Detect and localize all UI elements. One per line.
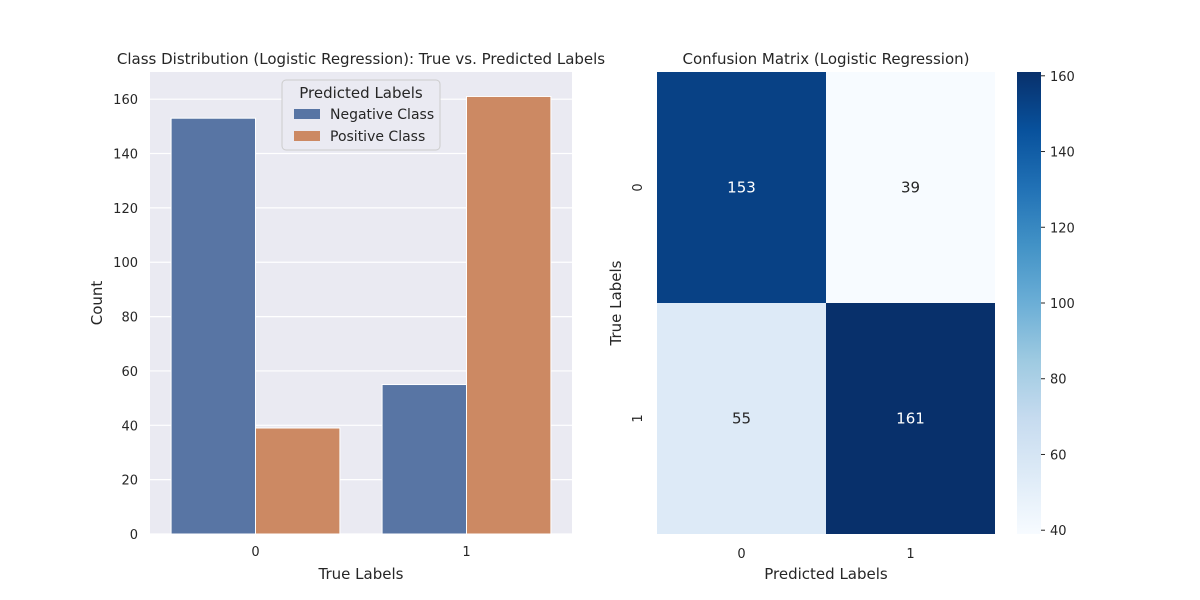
bar-y-tick-label: 60: [121, 365, 138, 380]
heatmap-cell-0-0: [657, 72, 826, 303]
bar-y-tick-label: 100: [113, 256, 138, 271]
bar-y-tick-labels: 0 20 40 60 80 100 120 140 160: [113, 93, 138, 543]
legend-label-positive-class: Positive Class: [330, 129, 425, 145]
colorbar-tick-label: 160: [1050, 70, 1075, 85]
heatmap-x-tick-label: 1: [906, 547, 914, 562]
bar-chart-title: Class Distribution (Logistic Regression)…: [117, 50, 605, 68]
colorbar-tick-label: 40: [1050, 524, 1067, 539]
bar-y-tick-label: 0: [130, 528, 138, 543]
legend-title: Predicted Labels: [299, 84, 423, 102]
colorbar-tick-label: 140: [1050, 146, 1075, 161]
bar-negative-class-0: [170, 117, 257, 535]
legend: Predicted Labels Negative Class Positive…: [281, 79, 441, 151]
bar-y-tick-label: 120: [113, 202, 138, 217]
heatmap-cell-value: 55: [732, 410, 751, 428]
legend-label-negative-class: Negative Class: [330, 107, 434, 123]
heatmap-cell-value: 39: [901, 179, 920, 197]
colorbar-tick-label: 120: [1050, 221, 1075, 236]
heatmap-cell-value: 161: [896, 410, 925, 428]
bar-negative-class-1: [381, 384, 468, 535]
heatmap-title: Confusion Matrix (Logistic Regression): [683, 50, 970, 68]
bar-x-axis-label: True Labels: [318, 565, 404, 583]
legend-swatch-positive-class: [294, 131, 320, 141]
bar-y-tick-label: 160: [113, 93, 138, 108]
heatmap-cell-1-1: [826, 303, 995, 534]
bar-y-tick-label: 20: [121, 474, 138, 489]
bar-y-tick-label: 80: [121, 311, 138, 326]
colorbar-tick-label: 100: [1050, 297, 1075, 312]
heatmap-y-tick-labels: 01: [631, 183, 646, 422]
bar-series: [170, 95, 552, 535]
bar-positive-class-0: [255, 427, 341, 535]
heatmap-cell-1-0: [657, 303, 826, 534]
heatmap-cell-value: 153: [727, 179, 756, 197]
heatmap-y-tick-label: 1: [631, 414, 646, 422]
heatmap-y-axis-label: True Labels: [607, 260, 625, 346]
bar-y-tick-label: 40: [121, 419, 138, 434]
heatmap-x-axis-label: Predicted Labels: [764, 565, 888, 583]
legend-swatch-negative-class: [294, 109, 320, 119]
heatmap-x-tick-label: 0: [737, 547, 745, 562]
bar-x-tick-label: 0: [251, 545, 259, 560]
colorbar-gradient: [1017, 72, 1041, 534]
legend-frame: [281, 79, 441, 151]
bar-y-tick-label: 140: [113, 148, 138, 163]
heatmap-cell-0-1: [826, 72, 995, 303]
colorbar-tick-label: 80: [1050, 373, 1067, 388]
colorbar: 40 60 80 100 120 140 160: [1017, 70, 1075, 539]
heatmap-cells: 153 39 55 161: [657, 72, 995, 534]
bar-x-tick-label: 1: [462, 545, 470, 560]
bar-y-axis-label: Count: [88, 281, 106, 326]
heatmap-y-tick-label: 0: [631, 183, 646, 191]
bar-positive-class-1: [466, 95, 552, 535]
colorbar-ticks: 40 60 80 100 120 140 160: [1041, 70, 1075, 539]
colorbar-tick-label: 60: [1050, 448, 1067, 463]
